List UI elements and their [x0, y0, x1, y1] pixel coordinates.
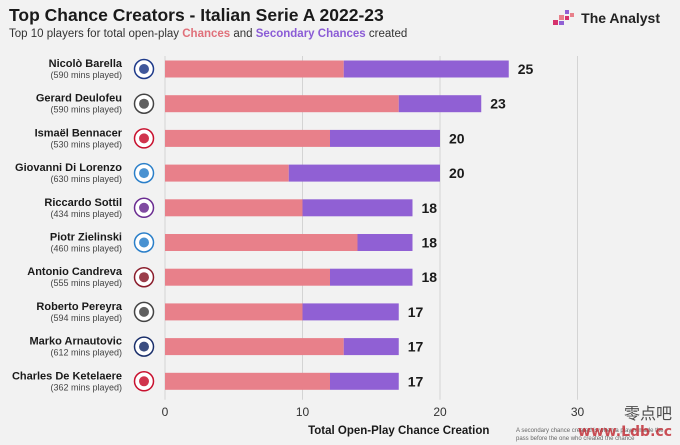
player-minutes: (630 mins played): [50, 174, 122, 184]
x-tick-label: 0: [162, 405, 169, 419]
player-name: Ismaël Bennacer: [35, 127, 123, 139]
subtitle-series-secondary: Secondary Chances: [255, 28, 366, 40]
bar-chances: [165, 164, 289, 182]
subtitle-mid: and: [230, 28, 256, 40]
bar-chances: [165, 338, 344, 356]
player-name: Gerard Deulofeu: [36, 93, 122, 105]
player-minutes: (590 mins played): [50, 105, 122, 115]
napoli-crest-icon-inner: [139, 168, 149, 179]
bologna-crest-icon-inner: [139, 341, 149, 352]
player-name: Nicolò Barella: [49, 58, 123, 70]
player-name: Antonio Candreva: [27, 266, 123, 278]
x-tick-label: 10: [296, 405, 310, 419]
player-name: Charles De Ketelaere: [12, 370, 122, 382]
player-name: Riccardo Sottil: [44, 197, 122, 209]
salernitana-crest-icon-inner: [139, 272, 149, 283]
player-name: Giovanni Di Lorenzo: [15, 162, 122, 174]
brand-logo: The Analyst: [553, 10, 660, 26]
bar-secondary-chances: [302, 303, 399, 321]
watermark: 零点吧 www.Ldb.cc: [578, 405, 672, 441]
bar-total-label: 25: [518, 61, 534, 77]
bar-chances: [165, 303, 303, 321]
chart-title: Top Chance Creators - Italian Serie A 20…: [9, 5, 384, 25]
player-name: Marko Arnautovic: [29, 336, 122, 348]
player-minutes: (590 mins played): [50, 70, 122, 80]
napoli-crest-icon-inner: [139, 237, 149, 248]
bar-secondary-chances: [398, 95, 482, 113]
bar-total-label: 20: [449, 130, 465, 146]
udinese-crest-icon-inner: [139, 306, 149, 317]
bar-secondary-chances: [330, 372, 399, 390]
x-axis-label: Total Open-Play Chance Creation: [308, 425, 489, 437]
bar-chances: [165, 95, 399, 113]
player-name: Piotr Zielinski: [50, 232, 122, 244]
milan-crest-icon-inner: [139, 133, 149, 144]
player-minutes: (594 mins played): [50, 313, 122, 323]
chart-subtitle: Top 10 players for total open-play Chanc…: [9, 28, 407, 40]
udinese-crest-icon-inner: [139, 98, 149, 109]
bar-chances: [165, 234, 358, 251]
subtitle-suffix: created: [365, 28, 408, 40]
milan-crest-icon-inner: [139, 376, 149, 387]
bar-chances: [165, 268, 330, 286]
bar-chances: [165, 60, 344, 78]
inter-crest-icon-inner: [139, 64, 149, 74]
bar-secondary-chances: [302, 199, 413, 217]
player-minutes: (362 mins played): [50, 382, 122, 392]
player-minutes: (555 mins played): [50, 278, 122, 288]
bar-secondary-chances: [330, 129, 440, 147]
x-tick-label: 30: [571, 405, 585, 419]
fiorentina-crest-icon-inner: [139, 202, 149, 213]
bar-total-label: 20: [449, 165, 465, 181]
bar-total-label: 17: [408, 339, 424, 355]
bar-chances: [165, 372, 330, 390]
watermark-url: www.Ldb.cc: [577, 424, 672, 440]
bar-total-label: 18: [422, 200, 438, 216]
bar-secondary-chances: [330, 268, 413, 286]
x-tick-label: 20: [433, 405, 447, 419]
analyst-logo-icon: [553, 10, 575, 25]
bar-secondary-chances: [357, 234, 413, 251]
bar-secondary-chances: [343, 60, 509, 78]
bar-total-label: 23: [490, 96, 506, 112]
subtitle-prefix: Top 10 players for total open-play: [9, 28, 183, 40]
bar-secondary-chances: [288, 164, 440, 182]
bar-chances: [165, 199, 303, 217]
bar-chances: [165, 129, 330, 147]
watermark-text: 零点吧: [623, 404, 672, 423]
brand-name: The Analyst: [581, 10, 660, 26]
footnote: A secondary chance created is when a pla…: [516, 428, 664, 442]
bar-total-label: 17: [408, 373, 424, 389]
subtitle-series-chances: Chances: [182, 28, 231, 40]
player-minutes: (530 mins played): [50, 139, 122, 149]
player-name: Roberto Pereyra: [36, 301, 122, 313]
player-minutes: (460 mins played): [50, 244, 122, 254]
bar-total-label: 17: [408, 304, 424, 320]
bar-total-label: 18: [422, 269, 438, 285]
player-minutes: (612 mins played): [50, 348, 122, 358]
bar-total-label: 18: [422, 235, 438, 251]
player-minutes: (434 mins played): [50, 209, 122, 219]
bar-secondary-chances: [343, 338, 399, 356]
